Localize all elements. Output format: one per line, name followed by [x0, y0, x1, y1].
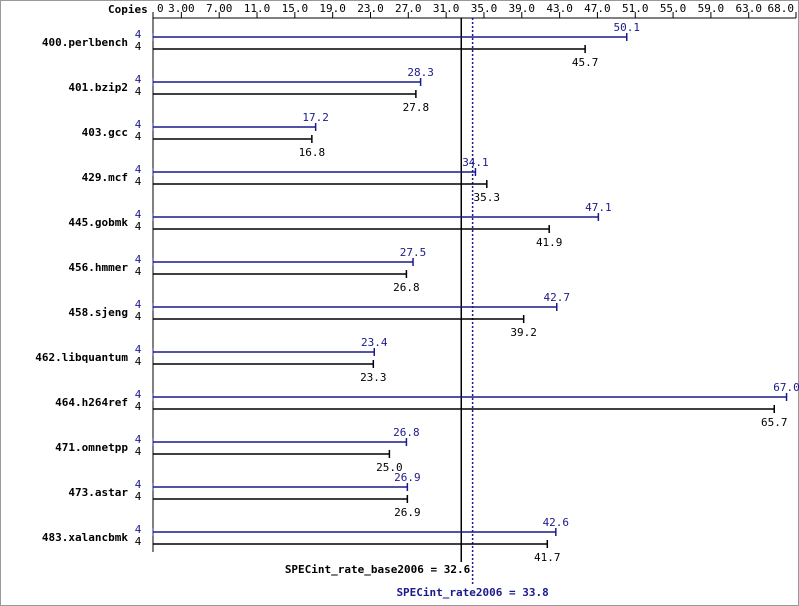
copies-label: 4	[135, 343, 142, 356]
copies-label: 4	[135, 253, 142, 266]
x-tick-label: 47.0	[584, 2, 611, 15]
x-tick-label: 43.0	[546, 2, 573, 15]
value-label: 67.0	[773, 381, 799, 394]
copies-label: 4	[135, 445, 142, 458]
copies-label: 4	[135, 433, 142, 446]
value-label: 26.8	[393, 281, 420, 294]
value-label: 26.8	[393, 426, 420, 439]
x-tick-label: 15.0	[282, 2, 309, 15]
value-label: 42.6	[543, 516, 570, 529]
value-label: 23.3	[360, 371, 387, 384]
reference-label: SPECint_rate2006 = 33.8	[396, 586, 548, 599]
copies-label: 4	[135, 478, 142, 491]
value-label: 39.2	[510, 326, 537, 339]
x-tick-label: 35.0	[471, 2, 498, 15]
value-label: 27.8	[403, 101, 430, 114]
x-tick-label: 7.00	[206, 2, 233, 15]
copies-label: 4	[135, 175, 142, 188]
copies-label: 4	[135, 310, 142, 323]
category-label: 458.sjeng	[68, 306, 128, 319]
copies-label: 4	[135, 85, 142, 98]
copies-label: 4	[135, 523, 142, 536]
value-label: 17.2	[302, 111, 329, 124]
value-label: 42.7	[544, 291, 571, 304]
value-label: 50.1	[613, 21, 640, 34]
x-tick-label: 51.0	[622, 2, 649, 15]
category-label: 403.gcc	[82, 126, 128, 139]
copies-label: 4	[135, 130, 142, 143]
x-axis-label: Copies	[108, 3, 148, 16]
value-label: 25.0	[376, 461, 403, 474]
x-tick-label: 39.0	[509, 2, 536, 15]
reference-label: SPECint_rate_base2006 = 32.6	[285, 563, 471, 576]
copies-label: 4	[135, 298, 142, 311]
category-label: 471.omnetpp	[55, 441, 128, 454]
category-label: 456.hmmer	[68, 261, 128, 274]
value-label: 34.1	[462, 156, 489, 169]
value-label: 26.9	[394, 506, 421, 519]
copies-label: 4	[135, 40, 142, 53]
value-label: 26.9	[394, 471, 421, 484]
value-label: 23.4	[361, 336, 388, 349]
value-label: 16.8	[299, 146, 326, 159]
copies-label: 4	[135, 28, 142, 41]
category-label: 429.mcf	[82, 171, 128, 184]
value-label: 41.9	[536, 236, 563, 249]
copies-label: 4	[135, 118, 142, 131]
value-label: 27.5	[400, 246, 427, 259]
x-tick-label: 68.0	[768, 2, 795, 15]
category-label: 483.xalancbmk	[42, 531, 128, 544]
x-tick-label: 27.0	[395, 2, 422, 15]
copies-label: 4	[135, 265, 142, 278]
value-label: 45.7	[572, 56, 599, 69]
x-tick-label: 19.0	[319, 2, 346, 15]
copies-label: 4	[135, 220, 142, 233]
copies-label: 4	[135, 163, 142, 176]
category-label: 473.astar	[68, 486, 128, 499]
value-label: 41.7	[534, 551, 561, 564]
copies-label: 4	[135, 400, 142, 413]
x-tick-label: 23.0	[357, 2, 384, 15]
value-label: 47.1	[585, 201, 612, 214]
category-label: 464.h264ref	[55, 396, 128, 409]
copies-label: 4	[135, 355, 142, 368]
copies-label: 4	[135, 535, 142, 548]
x-tick-label: 0	[157, 2, 164, 15]
category-label: 400.perlbench	[42, 36, 128, 49]
category-label: 445.gobmk	[68, 216, 128, 229]
copies-label: 4	[135, 73, 142, 86]
value-label: 65.7	[761, 416, 788, 429]
category-label: 401.bzip2	[68, 81, 128, 94]
value-label: 35.3	[474, 191, 501, 204]
x-tick-label: 55.0	[660, 2, 687, 15]
x-tick-label: 3.00	[168, 2, 195, 15]
x-tick-label: 31.0	[433, 2, 460, 15]
copies-label: 4	[135, 208, 142, 221]
copies-label: 4	[135, 490, 142, 503]
x-tick-label: 63.0	[735, 2, 762, 15]
value-label: 28.3	[407, 66, 434, 79]
category-label: 462.libquantum	[35, 351, 128, 364]
x-tick-label: 59.0	[698, 2, 725, 15]
copies-label: 4	[135, 388, 142, 401]
x-tick-label: 11.0	[244, 2, 271, 15]
